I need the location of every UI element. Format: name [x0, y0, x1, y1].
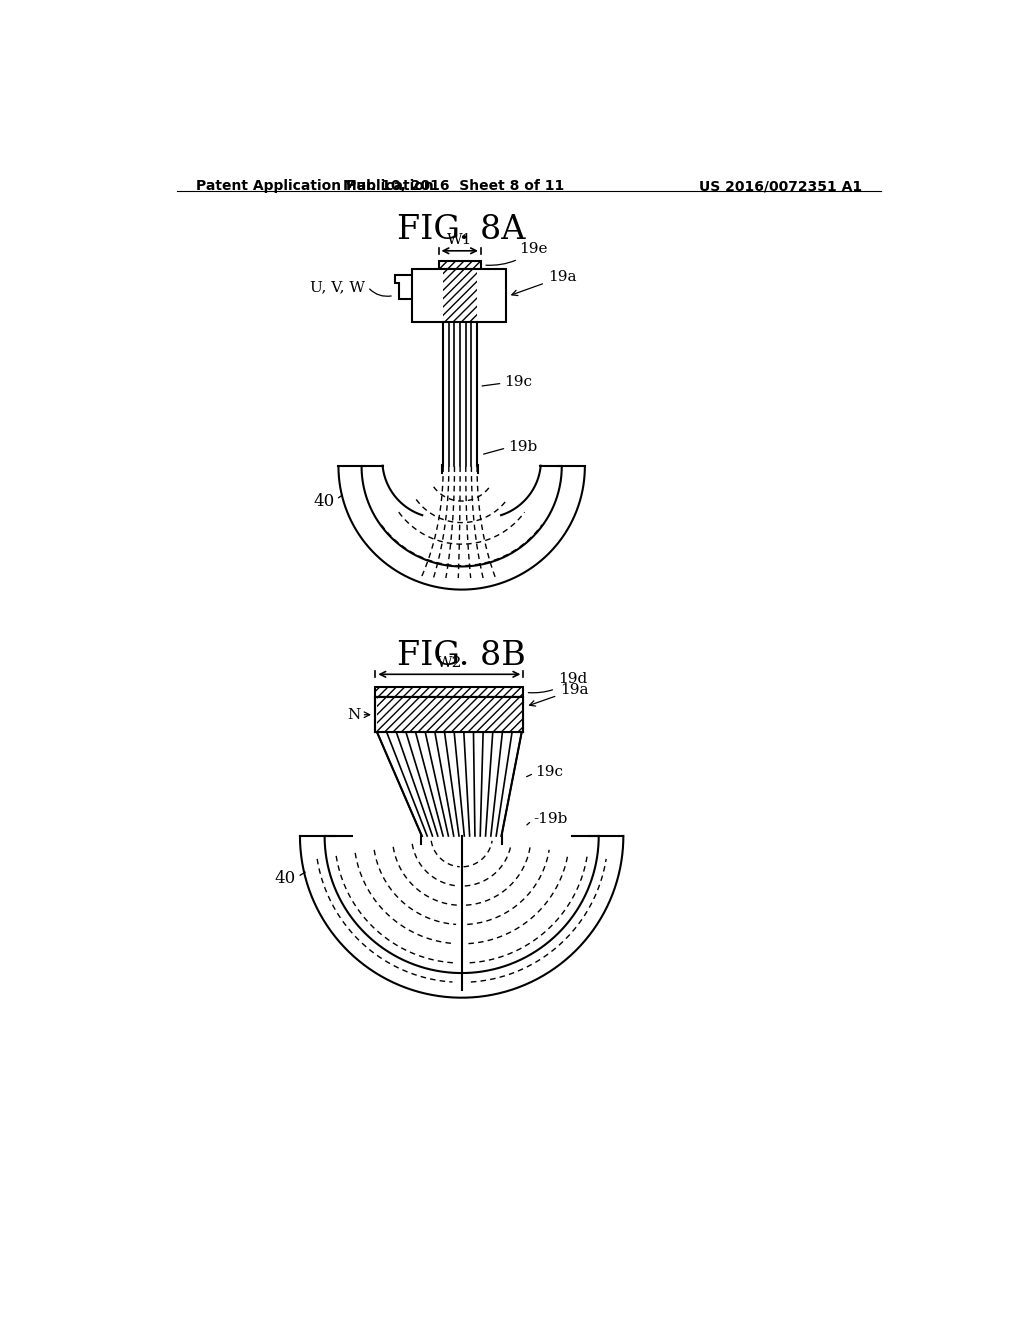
- Bar: [376, 688, 523, 697]
- Text: 19a: 19a: [512, 269, 577, 296]
- Text: FIG. 8B: FIG. 8B: [397, 640, 526, 672]
- Bar: [376, 697, 523, 733]
- Text: N: N: [347, 708, 360, 722]
- Bar: [412, 269, 506, 322]
- Text: Patent Application Publication: Patent Application Publication: [196, 180, 434, 193]
- Text: 19d: 19d: [528, 672, 587, 693]
- Text: -19b: -19b: [534, 812, 567, 826]
- Bar: [376, 697, 523, 733]
- Text: 19b: 19b: [508, 440, 538, 454]
- Text: U, V, W: U, V, W: [310, 280, 366, 294]
- Text: 19e: 19e: [486, 243, 548, 265]
- Text: Mar. 10, 2016  Sheet 8 of 11: Mar. 10, 2016 Sheet 8 of 11: [343, 180, 564, 193]
- Bar: [377, 697, 521, 733]
- Text: 40: 40: [313, 492, 335, 510]
- Text: W1: W1: [447, 232, 472, 247]
- Text: FIG. 8A: FIG. 8A: [397, 214, 526, 246]
- Text: US 2016/0072351 A1: US 2016/0072351 A1: [699, 180, 862, 193]
- Text: 40: 40: [274, 870, 296, 887]
- Text: 19c: 19c: [536, 766, 563, 780]
- Text: W2: W2: [436, 656, 462, 671]
- Text: 19a: 19a: [529, 682, 589, 706]
- Text: 19c: 19c: [504, 375, 532, 389]
- Bar: [376, 697, 523, 733]
- Bar: [443, 269, 477, 322]
- Bar: [412, 269, 506, 322]
- Bar: [438, 261, 481, 269]
